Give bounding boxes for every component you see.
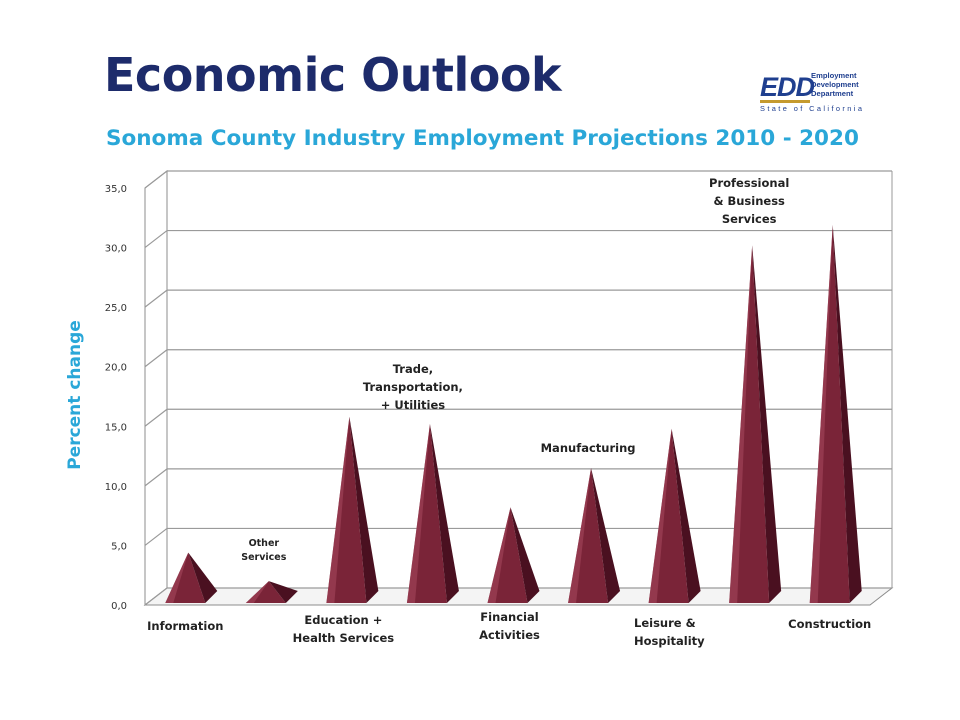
- category-label-line: & Business: [713, 194, 785, 208]
- bar: [487, 507, 540, 603]
- page-title: Economic Outlook: [104, 48, 562, 102]
- gridline: [144, 587, 892, 606]
- category-label: Information: [147, 619, 223, 633]
- category-label-line: Leisure &: [634, 616, 696, 630]
- gridline: [144, 408, 892, 427]
- category-label-line: Information: [147, 619, 223, 633]
- y-tick-label: 10,0: [105, 482, 127, 493]
- chart-subtitle: Sonoma County Industry Employment Projec…: [106, 126, 859, 151]
- logo-word: Development: [811, 80, 859, 89]
- category-label: Financial Activities: [479, 610, 540, 642]
- category-label-line: Hospitality: [634, 634, 705, 648]
- category-label: Manufacturing: [541, 441, 636, 455]
- bar: [326, 416, 379, 603]
- logo-word: Department: [811, 89, 854, 98]
- y-tick-label: 20,0: [105, 363, 127, 374]
- category-label: Trade, Transportation, + Utilities: [363, 362, 463, 412]
- category-label-line: Construction: [788, 617, 871, 631]
- bar-side-face: [510, 507, 540, 603]
- bar-side-face: [349, 416, 379, 603]
- bar-highlight: [648, 428, 672, 603]
- category-label: Other Services: [241, 538, 286, 563]
- logo-underline: [760, 100, 810, 103]
- category-label-line: Activities: [479, 628, 540, 642]
- bar-highlight: [487, 507, 511, 603]
- bar-highlight: [568, 467, 592, 603]
- category-label-line: Health Services: [293, 631, 395, 645]
- bar-side-face: [832, 224, 862, 604]
- gridline: [144, 170, 892, 189]
- bar: [568, 467, 621, 603]
- edd-logo-mark: EDD: [760, 72, 815, 102]
- category-label-line: Services: [722, 212, 777, 226]
- category-label-line: Transportation,: [363, 380, 463, 394]
- y-tick-label: 35,0: [105, 184, 127, 195]
- bars: [165, 224, 862, 604]
- gridline: [144, 289, 892, 308]
- bar-side-face: [188, 552, 218, 603]
- logo-state: State of California: [760, 104, 865, 113]
- bar-side-face: [429, 423, 459, 603]
- side-wall: [144, 169, 168, 607]
- bar: [648, 428, 701, 603]
- category-label: Professional & Business Services: [709, 176, 789, 226]
- gridline: [144, 229, 892, 249]
- bar-side-face: [671, 428, 701, 603]
- bar-highlight: [326, 416, 350, 603]
- gridline: [144, 527, 892, 546]
- bar: [406, 423, 459, 603]
- y-tick-label: 0,0: [111, 601, 127, 612]
- bar-side-face: [752, 245, 782, 603]
- bar: [809, 224, 862, 604]
- logo-word: Employment: [811, 71, 857, 80]
- category-label-line: Professional: [709, 176, 789, 190]
- y-tick-labels: 0,0 5,0 10,0 15,0 20,0 25,0 30,0 35,0: [105, 184, 127, 612]
- bar: [729, 245, 782, 603]
- bar: [245, 581, 298, 603]
- bar-highlight: [809, 224, 833, 604]
- category-label-line: Trade,: [393, 362, 433, 376]
- category-label: Education + Health Services: [293, 613, 395, 645]
- gridline: [144, 468, 892, 487]
- bar-highlight: [729, 245, 753, 603]
- bar-highlight: [165, 552, 189, 603]
- logo-words: Employment Development Department: [811, 71, 859, 98]
- category-label: Construction: [788, 617, 871, 631]
- y-tick-label: 30,0: [105, 244, 127, 255]
- category-label-line: Other: [249, 538, 280, 549]
- bar-side-face: [591, 467, 621, 603]
- bar-side-face: [268, 581, 298, 603]
- category-label-line: Education +: [304, 613, 382, 627]
- edd-logo: EDD Employment Development Department St…: [754, 66, 866, 114]
- gridlines: [144, 170, 892, 606]
- category-label: Leisure & Hospitality: [634, 616, 705, 648]
- y-tick-label: 25,0: [105, 303, 127, 314]
- gridline: [144, 349, 892, 368]
- bar-highlight: [406, 423, 430, 603]
- category-labels: Information Other Services Education + Healt…: [147, 176, 871, 648]
- category-label-line: + Utilities: [381, 398, 446, 412]
- bar-highlight: [245, 581, 269, 603]
- bar: [165, 552, 218, 603]
- y-axis-label: Percent change: [65, 320, 85, 470]
- category-label-line: Manufacturing: [541, 441, 636, 455]
- y-tick-label: 15,0: [105, 422, 127, 433]
- y-tick-label: 5,0: [111, 541, 127, 552]
- category-label-line: Financial: [480, 610, 538, 624]
- category-label-line: Services: [241, 552, 286, 563]
